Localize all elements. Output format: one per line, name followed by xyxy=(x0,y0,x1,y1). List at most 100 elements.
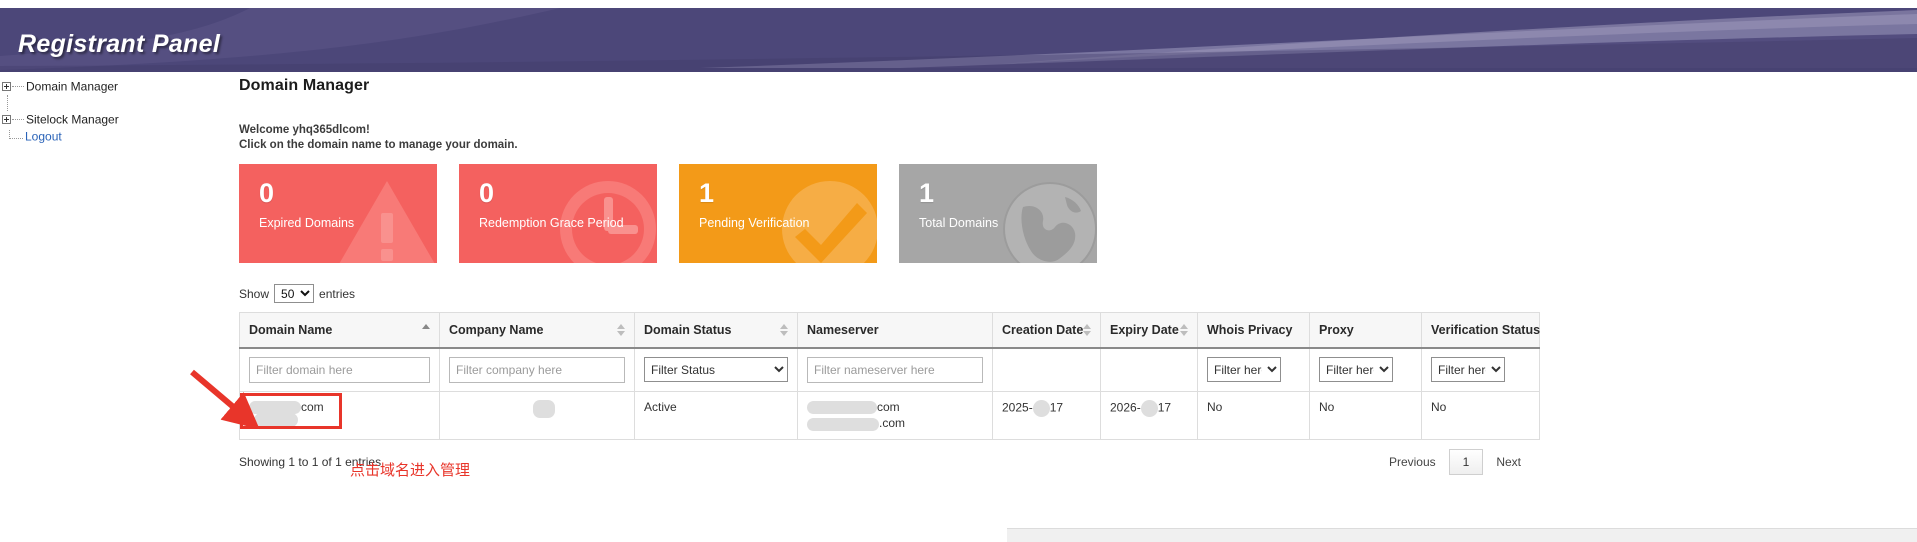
verification-filter-select[interactable]: Filter here xyxy=(1431,357,1505,382)
cell-expiry-date: 2026- 17 xyxy=(1100,391,1198,440)
sidebar-item-label: Domain Manager xyxy=(26,79,119,94)
length-label-before: Show xyxy=(239,286,270,301)
cell-domain-name: com xyxy=(239,391,440,440)
redaction-block xyxy=(807,401,877,415)
header-decorative-swoosh xyxy=(0,8,1917,72)
stat-card-redemption-grace-period[interactable]: 0 Redemption Grace Period xyxy=(459,164,657,263)
creation-date-prefix: 2025- xyxy=(1002,400,1033,415)
domain-name-suffix: com xyxy=(301,400,324,414)
app-title: Registrant Panel xyxy=(18,30,221,58)
column-label: Verification Status xyxy=(1431,323,1541,337)
filter-cell-proxy: Filter here xyxy=(1309,347,1422,392)
sort-arrows-icon xyxy=(1180,323,1189,337)
expiry-date-suffix: 17 xyxy=(1157,400,1172,415)
filter-cell-expiry-date xyxy=(1100,347,1198,392)
welcome-instruction: Click on the domain name to manage your … xyxy=(239,139,518,151)
stat-label: Redemption Grace Period xyxy=(479,216,624,230)
table-pagination: Previous 1 Next xyxy=(1378,448,1532,475)
column-label: Expiry Date xyxy=(1110,323,1179,337)
stat-label: Total Domains xyxy=(919,216,999,230)
filter-cell-domain-name xyxy=(239,347,440,392)
sidebar-item-domain-manager[interactable]: Domain Manager xyxy=(0,78,225,95)
main-content: Domain Manager Welcome yhq365dlcom! Clic… xyxy=(239,72,1909,475)
column-label: Proxy xyxy=(1319,323,1354,337)
whois-privacy-filter-select[interactable]: Filter here xyxy=(1207,357,1281,382)
welcome-greeting: Welcome yhq365dlcom! xyxy=(239,124,370,136)
company-filter-input[interactable] xyxy=(449,357,625,383)
clock-icon xyxy=(560,181,656,263)
nameserver-line1-suffix: com xyxy=(877,400,900,414)
stat-card-total-domains[interactable]: 1 Total Domains xyxy=(899,164,1097,263)
column-header-nameserver[interactable]: Nameserver xyxy=(797,312,993,349)
redaction-block xyxy=(1140,400,1158,417)
stat-value: 0 xyxy=(259,178,275,208)
stat-value: 0 xyxy=(479,178,495,208)
column-label: Domain Name xyxy=(249,323,333,337)
column-header-domain-status[interactable]: Domain Status xyxy=(634,312,798,349)
filter-cell-creation-date xyxy=(992,347,1101,392)
horizontal-scrollbar-strip[interactable] xyxy=(1007,528,1917,542)
column-header-creation-date[interactable]: Creation Date xyxy=(992,312,1101,349)
stat-card-pending-verification[interactable]: 1 Pending Verification xyxy=(679,164,877,263)
nameserver-filter-input[interactable] xyxy=(807,357,983,383)
column-label: Company Name xyxy=(449,323,544,337)
sidebar-item-sitelock-manager[interactable]: Sitelock Manager xyxy=(0,111,225,128)
domain-filter-input[interactable] xyxy=(249,357,430,383)
domain-name-link[interactable]: com xyxy=(240,393,342,429)
sort-arrows-icon xyxy=(617,323,626,337)
proxy-filter-select[interactable]: Filter here xyxy=(1319,357,1393,382)
tree-vertical-line-icon xyxy=(7,95,8,111)
redaction-block xyxy=(807,417,879,431)
creation-date-suffix: 17 xyxy=(1049,400,1064,415)
filter-cell-nameserver xyxy=(797,347,993,392)
cell-nameserver: com .com xyxy=(797,391,993,440)
pagination-next-button[interactable]: Next xyxy=(1496,454,1521,469)
stat-card-expired-domains[interactable]: 0 Expired Domains xyxy=(239,164,437,263)
expand-plus-icon[interactable] xyxy=(2,115,11,125)
table-header-row: Domain Name Company Name Domain Status N… xyxy=(239,312,1541,349)
annotation-text: 点击域名进入管理 xyxy=(350,462,471,479)
filter-cell-whois-privacy: Filter here xyxy=(1197,347,1310,392)
tree-connector-icon xyxy=(12,85,24,87)
stat-label: Pending Verification xyxy=(699,216,810,230)
table-row[interactable]: com Active com .com 2025- 17 xyxy=(239,391,1540,440)
table-info: Showing 1 to 1 of 1 entries xyxy=(239,454,382,469)
filter-cell-company-name xyxy=(439,347,635,392)
table-footer: Showing 1 to 1 of 1 entries Previous 1 N… xyxy=(239,448,1532,475)
annotation-arrow-icon xyxy=(190,369,260,430)
sidebar-tree: Domain Manager Sitelock Manager Logout xyxy=(0,78,225,145)
cell-company-name xyxy=(439,391,635,440)
table-length-control: Show 50 entries xyxy=(239,284,1909,303)
sidebar-item-label: Sitelock Manager xyxy=(26,112,119,127)
column-label: Nameserver xyxy=(807,323,879,337)
sort-arrows-icon xyxy=(780,323,789,337)
pagination-previous-button[interactable]: Previous xyxy=(1388,454,1436,469)
status-filter-select[interactable]: Filter Status xyxy=(644,357,788,382)
cell-verification-status: No xyxy=(1421,391,1540,440)
column-header-whois-privacy[interactable]: Whois Privacy xyxy=(1197,312,1310,349)
column-header-verification-status[interactable]: Verification Status xyxy=(1421,312,1541,349)
cell-creation-date: 2025- 17 xyxy=(992,391,1101,440)
column-header-company-name[interactable]: Company Name xyxy=(439,312,635,349)
redaction-block xyxy=(1032,400,1050,417)
sidebar-item-label[interactable]: Logout xyxy=(25,129,62,144)
tree-elbow-icon xyxy=(9,130,23,140)
pagination-page-1-button[interactable]: 1 xyxy=(1448,448,1484,475)
filter-cell-verification-status: Filter here xyxy=(1421,347,1540,392)
column-header-expiry-date[interactable]: Expiry Date xyxy=(1100,312,1198,349)
entries-per-page-select[interactable]: 50 xyxy=(274,284,315,303)
column-label: Domain Status xyxy=(644,323,732,337)
domains-table-area: Show 50 entries Domain Name Compan xyxy=(239,284,1909,475)
column-header-domain-name[interactable]: Domain Name xyxy=(239,312,440,349)
check-circle-icon xyxy=(782,181,877,263)
redaction-block xyxy=(533,400,555,418)
column-label: Creation Date xyxy=(1002,323,1084,337)
sidebar-item-logout[interactable]: Logout xyxy=(0,128,225,145)
expand-plus-icon[interactable] xyxy=(2,82,11,92)
stat-cards-row: 0 Expired Domains 0 Redemption Grace Per… xyxy=(239,164,1097,263)
cell-domain-status: Active xyxy=(634,391,798,440)
nameserver-line2-suffix: .com xyxy=(879,416,906,431)
welcome-block: Welcome yhq365dlcom! Click on the domain… xyxy=(239,123,1909,153)
column-header-proxy[interactable]: Proxy xyxy=(1309,312,1422,349)
domains-table: Domain Name Company Name Domain Status N… xyxy=(239,312,1540,440)
